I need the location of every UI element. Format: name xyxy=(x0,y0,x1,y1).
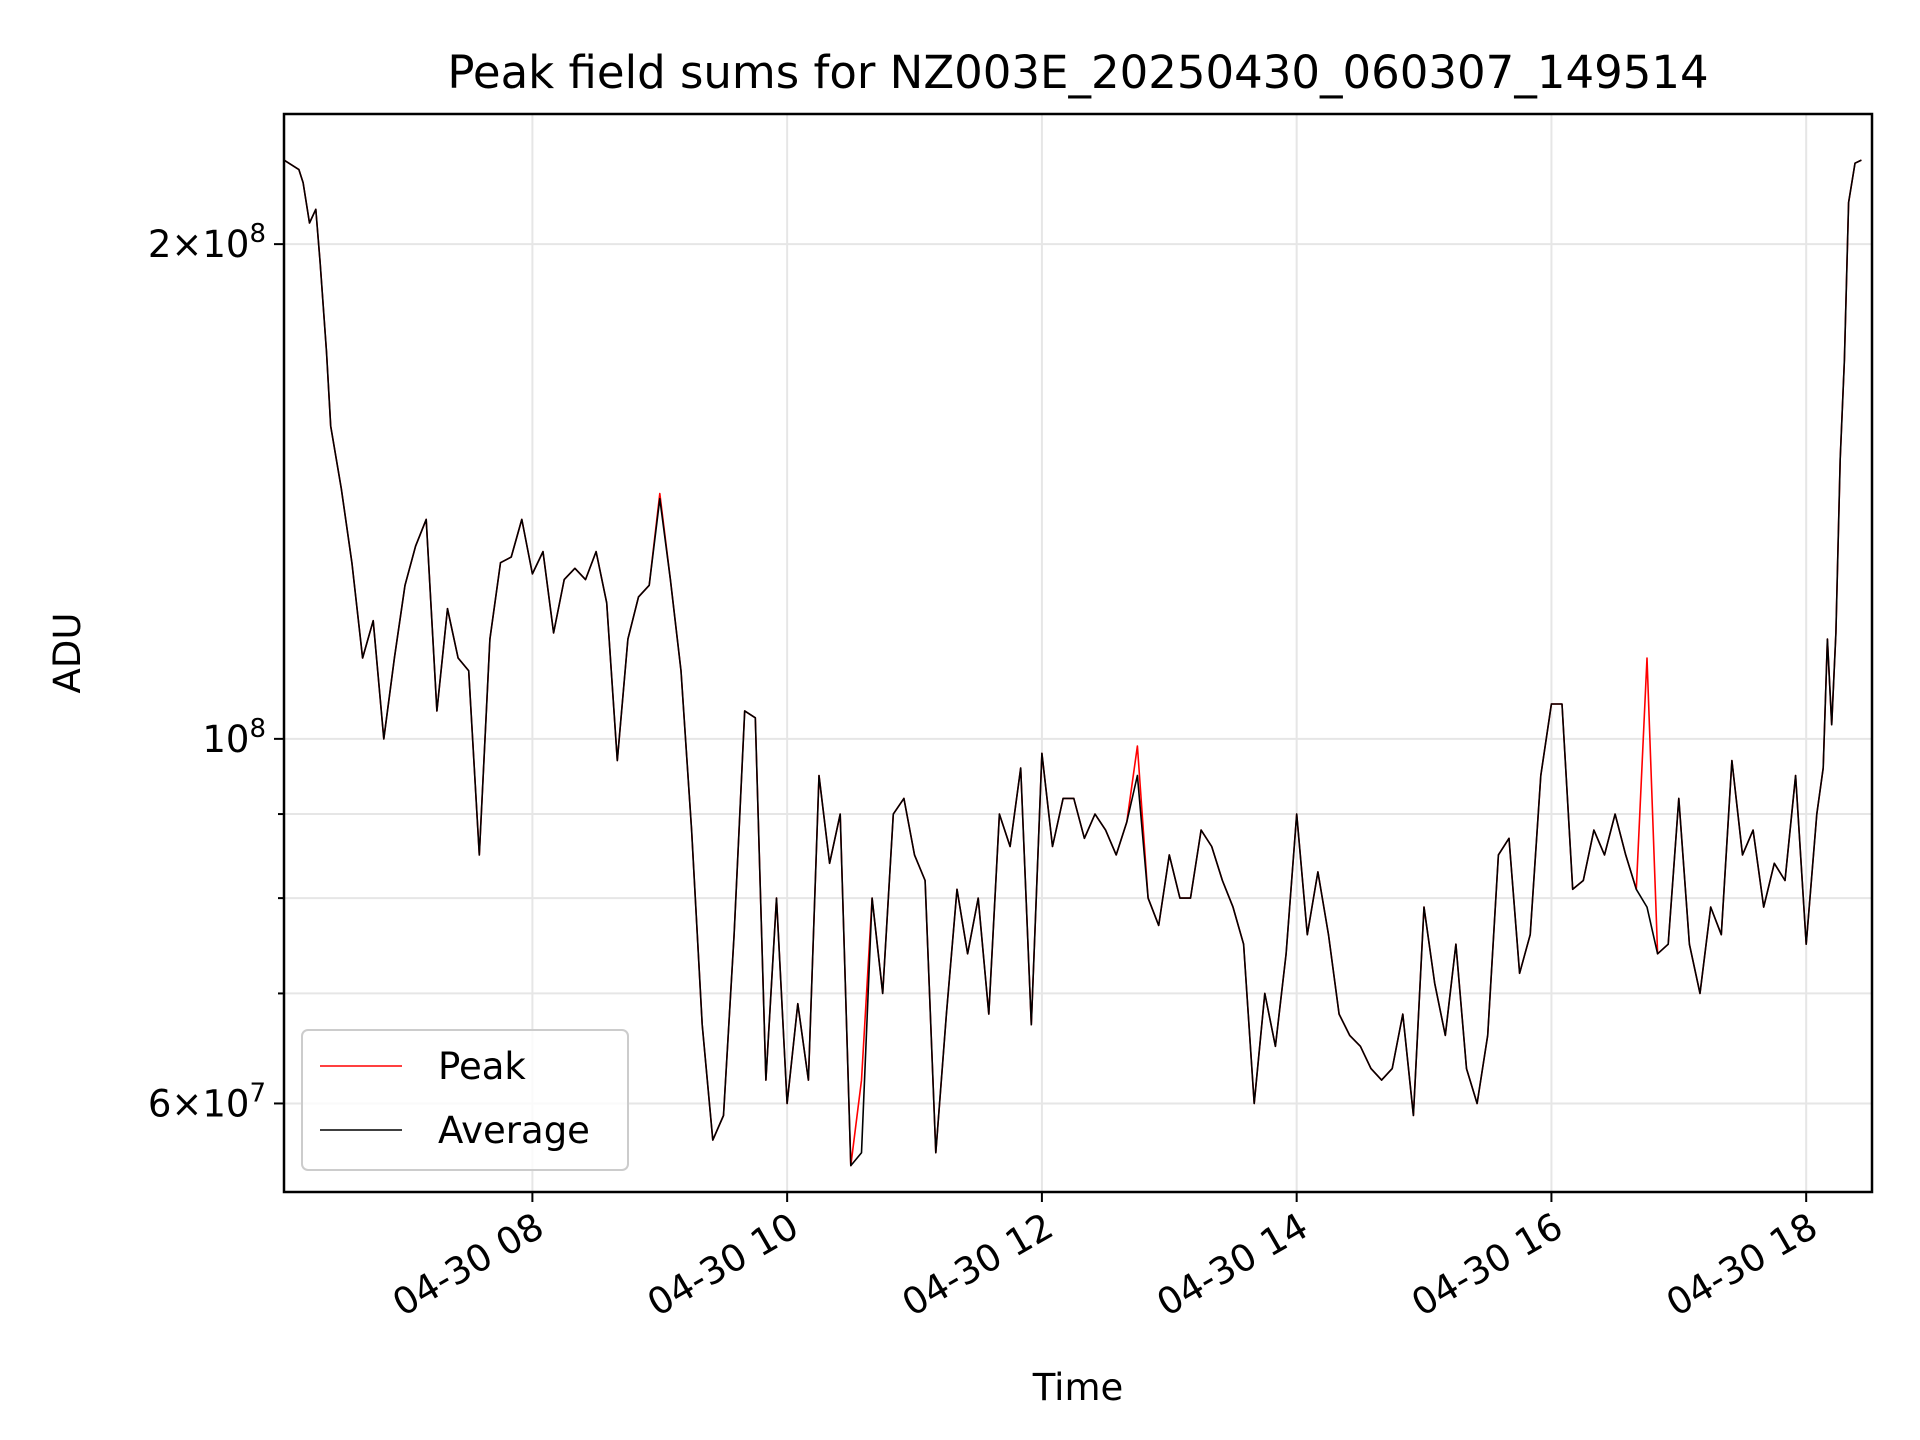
legend-label-average: Average xyxy=(438,1109,590,1152)
y-tick-label: 2×108 xyxy=(148,219,266,266)
series-line-average xyxy=(283,159,1862,1167)
y-axis: 6×107 108 2×108 xyxy=(148,219,284,1125)
legend-box xyxy=(301,1029,629,1171)
axes-frame xyxy=(282,112,1874,1194)
legend-label-peak: Peak xyxy=(438,1045,526,1088)
legend: Peak Average xyxy=(301,1029,629,1171)
plot-area xyxy=(283,159,1862,1167)
y-tick-label: 6×107 xyxy=(148,1078,266,1125)
chart-title: Peak field sums for NZ003E_20250430_0603… xyxy=(447,46,1708,99)
y-tick-label: 108 xyxy=(202,714,266,761)
x-axis-label: Time xyxy=(1032,1366,1124,1409)
y-axis-label: ADU xyxy=(46,613,89,694)
